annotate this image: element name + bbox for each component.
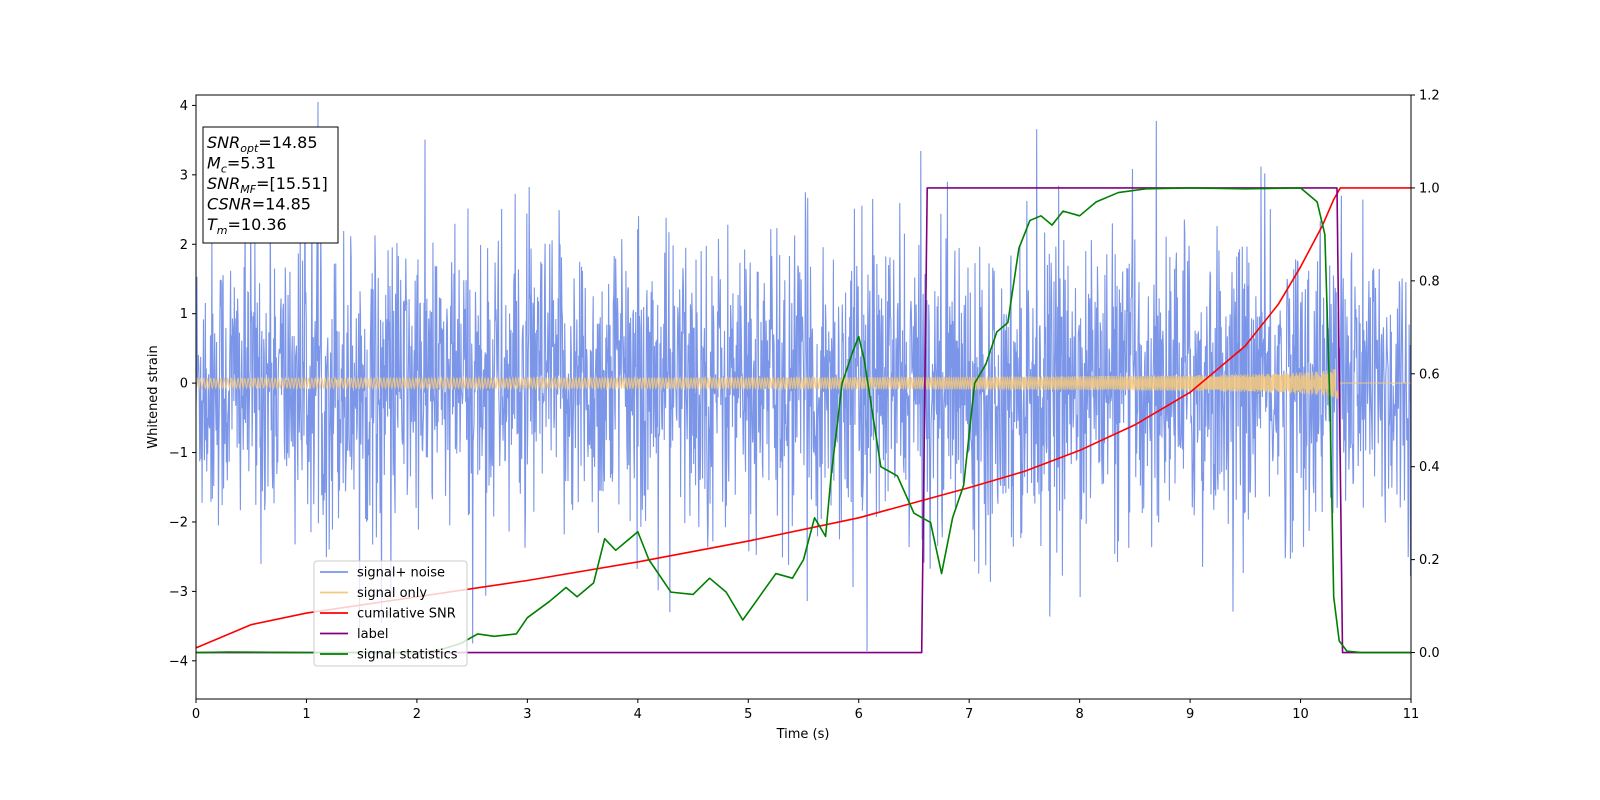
legend-frame: [313, 560, 468, 667]
x-axis: 0 1 2 3 4 5 6 7 8 9 10 11: [192, 699, 1419, 722]
x-tick-label: 4: [634, 707, 642, 722]
x-tick-label: 7: [965, 707, 973, 722]
y-axis-left: −4 −3 −2 −1 0 1 2 3 4: [169, 99, 196, 669]
legend-entry-label: signal only: [357, 586, 427, 601]
legend-entry-label: signal+ noise: [357, 566, 445, 581]
annotation-line: SNRMF=[15.51]: [207, 174, 328, 196]
annotation-line: Tm=10.36: [207, 215, 287, 237]
x-tick-label: 10: [1292, 707, 1309, 722]
y-right-tick-label: 1.0: [1419, 181, 1440, 196]
series-signal-noise: [196, 101, 1411, 652]
legend: signal+ noise signal only cumilative SNR la…: [313, 560, 468, 667]
y-left-tick-label: 2: [180, 238, 188, 253]
y-left-tick-label: 4: [180, 99, 188, 114]
x-tick-label: 2: [413, 707, 421, 722]
y-left-tick-label: 3: [180, 168, 188, 183]
x-tick-label: 5: [744, 707, 752, 722]
annotation-line: CSNR=14.85: [207, 195, 311, 214]
y-right-tick-label: 0.0: [1419, 646, 1440, 661]
x-tick-label: 8: [1075, 707, 1083, 722]
y-left-tick-label: −3: [169, 585, 188, 600]
y-right-tick-label: 0.8: [1419, 274, 1440, 289]
series-signal-only: [196, 367, 1411, 400]
y-left-tick-label: −1: [169, 446, 188, 461]
annotation-frame: [202, 126, 339, 244]
y-left-tick-label: −2: [169, 515, 188, 530]
y-right-tick-label: 0.6: [1419, 367, 1440, 382]
legend-entry-label: cumilative SNR: [357, 607, 456, 622]
x-tick-label: 3: [523, 707, 531, 722]
series-signal-statistics: [196, 187, 1411, 654]
annotation-box: SNRopt=14.85Mc=5.31SNRMF=[15.51]CSNR=14.…: [202, 126, 339, 244]
x-tick-label: 6: [855, 707, 863, 722]
x-tick-label: 0: [192, 707, 200, 722]
y-right-tick-label: 1.2: [1419, 89, 1440, 104]
y-left-tick-label: −4: [169, 654, 188, 669]
x-tick-label: 9: [1186, 707, 1194, 722]
y-axis-label: Whitened strain: [146, 345, 161, 448]
y-axis-right: 0.0 0.2 0.4 0.6 0.8 1.0 1.2: [1411, 89, 1440, 661]
x-tick-label: 1: [302, 707, 310, 722]
y-right-tick-label: 0.4: [1419, 460, 1440, 475]
x-tick-label: 11: [1403, 707, 1420, 722]
y-left-tick-label: 0: [180, 377, 188, 392]
annotation-line: SNRopt=14.85: [207, 133, 318, 155]
plot-border: [195, 94, 1412, 700]
y-right-tick-label: 0.2: [1419, 553, 1440, 568]
annotation-line: Mc=5.31: [207, 154, 276, 176]
x-axis-label: Time (s): [776, 727, 830, 742]
legend-entry-label: signal statistics: [357, 648, 458, 663]
y-left-tick-label: 1: [180, 307, 188, 322]
legend-entry-label: label: [357, 627, 388, 642]
